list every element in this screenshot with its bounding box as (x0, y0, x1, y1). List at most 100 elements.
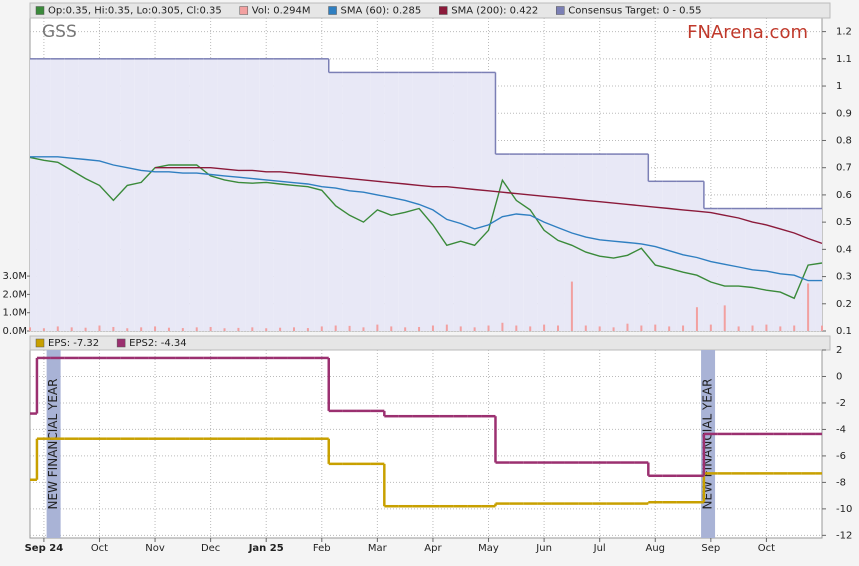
legend-label: EPS: -7.32 (48, 338, 99, 349)
line-series (30, 156, 822, 282)
target-area (467, 72, 482, 331)
y-tick-label: 0.1 (836, 326, 852, 337)
y-tick-label: 0.9 (836, 108, 852, 119)
volume-bar (251, 327, 254, 331)
x-tick-label: May (478, 543, 499, 554)
target-area (815, 208, 822, 331)
target-area (453, 72, 468, 331)
volume-bar (543, 324, 546, 331)
volume-bar (237, 327, 240, 331)
target-area (370, 72, 385, 331)
target-area (606, 154, 621, 331)
volume-bar (126, 328, 129, 331)
volume-bar (682, 325, 685, 331)
volume-bar (70, 327, 73, 331)
legend-swatch (438, 6, 448, 15)
target-area (759, 208, 774, 331)
line-series (155, 167, 823, 245)
volume-bar (737, 326, 740, 331)
y2-tick-label: 0.0M (2, 326, 27, 337)
target-area (356, 72, 371, 331)
legend-swatch (556, 6, 565, 15)
x-tick-label: Sep (701, 543, 720, 554)
target-area (648, 181, 663, 331)
volume-bar (362, 327, 365, 331)
x-tick-label: Feb (313, 543, 331, 554)
legend-swatch (35, 338, 45, 348)
target-area (120, 58, 135, 332)
x-tick-label: Jul (593, 543, 606, 554)
target-area (217, 58, 232, 332)
volume-bar (807, 283, 810, 331)
volume-bar (668, 326, 671, 331)
target-area (523, 154, 538, 331)
volume-bar (112, 326, 115, 331)
volume-bar (404, 327, 407, 331)
target-area (426, 72, 440, 331)
volume-bar (431, 325, 434, 331)
target-area (495, 154, 510, 331)
y-tick-label: -10 (836, 504, 852, 515)
target-area (245, 58, 260, 332)
legend-label: Op:0.35, Hi:0.35, Lo:0.305, Cl:0.35 (48, 6, 222, 17)
volume-bar (167, 327, 170, 331)
volume-bar (584, 325, 587, 331)
volume-bar (765, 324, 768, 331)
volume-bar (723, 305, 726, 331)
volume-bar (821, 325, 823, 331)
legend-swatch (239, 6, 249, 15)
volume-bar (473, 327, 476, 331)
volume-bar (98, 325, 101, 331)
x-tick-label: Oct (758, 543, 775, 554)
y-tick-label: 1.1 (836, 54, 852, 65)
y-tick-label: 0.5 (836, 217, 852, 228)
x-tick-label: Jun (535, 543, 552, 554)
legend-label: SMA (200): 0.422 (451, 6, 538, 17)
volume-bar (654, 324, 657, 331)
y-tick-label: 0.2 (836, 299, 852, 310)
y-tick-label: 0.8 (836, 135, 852, 146)
volume-bar (390, 326, 393, 331)
target-area (412, 72, 426, 331)
target-area (203, 58, 218, 332)
volume-bar (279, 327, 282, 331)
target-area (287, 58, 301, 332)
target-area (509, 154, 524, 331)
volume-bar (751, 325, 754, 331)
target-area (78, 58, 93, 332)
x-tick-label: Apr (424, 543, 442, 554)
target-area (148, 58, 162, 332)
volume-bar (487, 325, 490, 331)
y-tick-label: 0.4 (836, 244, 852, 255)
target-area (273, 58, 288, 332)
target-area (398, 72, 413, 331)
target-area (634, 154, 649, 331)
volume-bar (140, 327, 143, 331)
y-tick-label: 0.6 (836, 190, 852, 201)
target-area (259, 58, 274, 332)
volume-bar (84, 327, 87, 331)
target-area (342, 72, 357, 331)
y-tick-label: 0.7 (836, 163, 852, 174)
line-series (29, 156, 823, 300)
volume-bar (640, 325, 643, 331)
target-area (189, 58, 204, 332)
legend-label: Consensus Target: 0 - 0.55 (568, 6, 701, 17)
x-tick-label: Aug (645, 543, 665, 554)
target-area (231, 58, 246, 332)
volume-bar (695, 307, 698, 331)
x-tick-label: Oct (91, 543, 108, 554)
target-area (300, 58, 315, 332)
volume-bar (557, 325, 559, 331)
volume-bar (418, 326, 421, 331)
volume-bar (570, 281, 573, 331)
target-area (717, 208, 732, 331)
target-area (731, 208, 746, 331)
target-area (773, 208, 788, 331)
volume-bar (459, 326, 462, 331)
volume-bar (612, 327, 615, 331)
price-legend-bar (29, 2, 831, 19)
y2-tick-label: 1.0M (2, 308, 27, 319)
x-tick-label: Sep 24 (25, 543, 64, 554)
legend-swatch (116, 338, 126, 348)
